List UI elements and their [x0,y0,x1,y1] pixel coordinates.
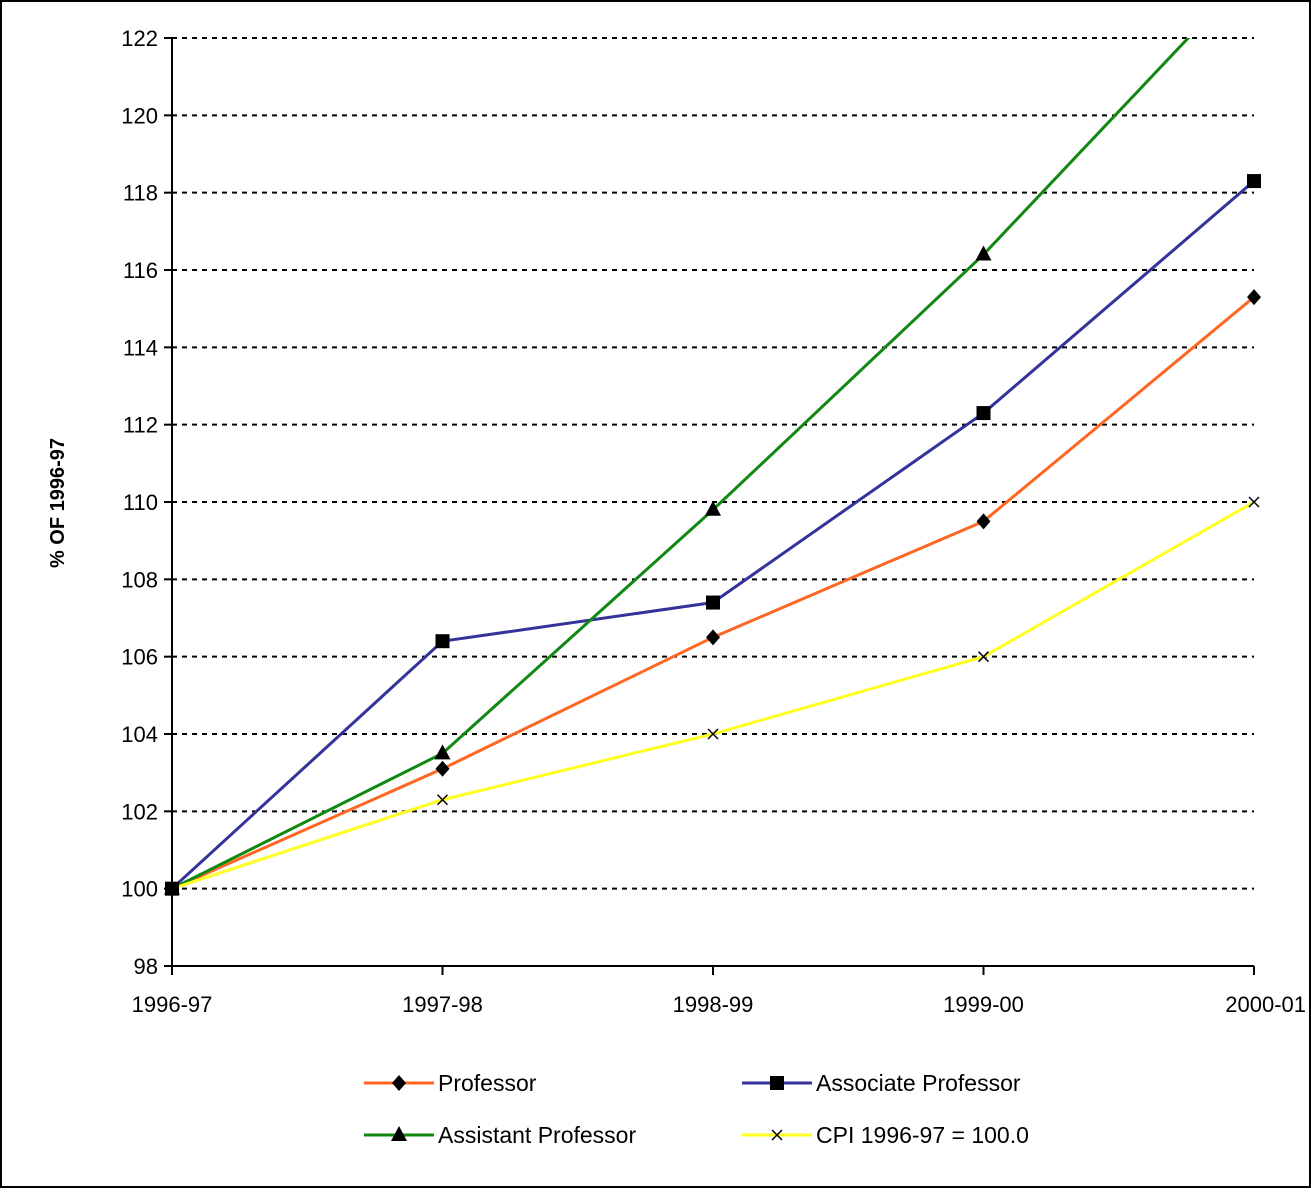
y-tick-label: 98 [134,954,158,979]
y-tick-label: 110 [123,490,158,515]
data-point [436,794,449,806]
data-point [771,1129,783,1141]
data-point [976,406,991,421]
data-point [707,728,719,740]
legend-label: Professor [438,1070,537,1096]
data-point [975,245,992,261]
legend-label: Associate Professor [816,1070,1021,1096]
y-tick-label: 112 [123,413,158,438]
x-tick-label: 1996-97 [132,992,213,1017]
y-tick-label: 106 [121,645,158,670]
y-tick-label: 100 [121,877,158,902]
data-point [706,595,720,610]
x-tick-label: 1999-00 [943,992,1024,1017]
data-point [1248,496,1260,508]
x-tick-label: 1997-98 [402,992,483,1017]
data-point [391,1126,407,1141]
data-point [977,651,990,663]
gridlines [172,37,1254,890]
legend-item: CPI 1996-97 = 100.0 [742,1122,1029,1148]
data-point [705,500,721,516]
data-point [1247,174,1261,189]
data-point [435,634,450,649]
legend-label: Assistant Professor [438,1122,636,1148]
legend-label: CPI 1996-97 = 100.0 [816,1122,1029,1148]
y-tick-label: 120 [121,103,158,128]
y-tick-label: 108 [121,567,158,592]
data-point [166,883,178,895]
data-point [392,1075,406,1091]
x-tick-label: 1998-99 [673,992,754,1017]
tick-labels: 98 100 102 104 106 108 110 112 114 116 118 120 122 19… [121,26,1306,1017]
x-tick-label: 2000-01 [1225,992,1306,1017]
y-tick-label: 102 [121,799,158,824]
data-point [706,629,720,646]
y-tick-label: 116 [123,258,158,283]
data-point [1247,289,1261,306]
y-tick-label: 122 [121,26,158,51]
legend-item: Assistant Professor [364,1122,636,1148]
y-tick-label: 118 [123,181,158,206]
data-point [164,879,180,895]
y-tick-label: 114 [123,335,158,360]
data-point [976,513,991,530]
legend: Professor Associate Professor Assistant Pr… [364,1070,1029,1148]
data-point [434,744,451,760]
legend-item: Professor [364,1070,537,1096]
legend-item: Associate Professor [742,1070,1021,1096]
y-tick-label: 104 [121,722,158,747]
data-point [770,1076,784,1090]
data-point [435,760,450,777]
series-markers [164,174,1261,897]
y-axis-title: % OF 1996-97 [47,438,69,568]
